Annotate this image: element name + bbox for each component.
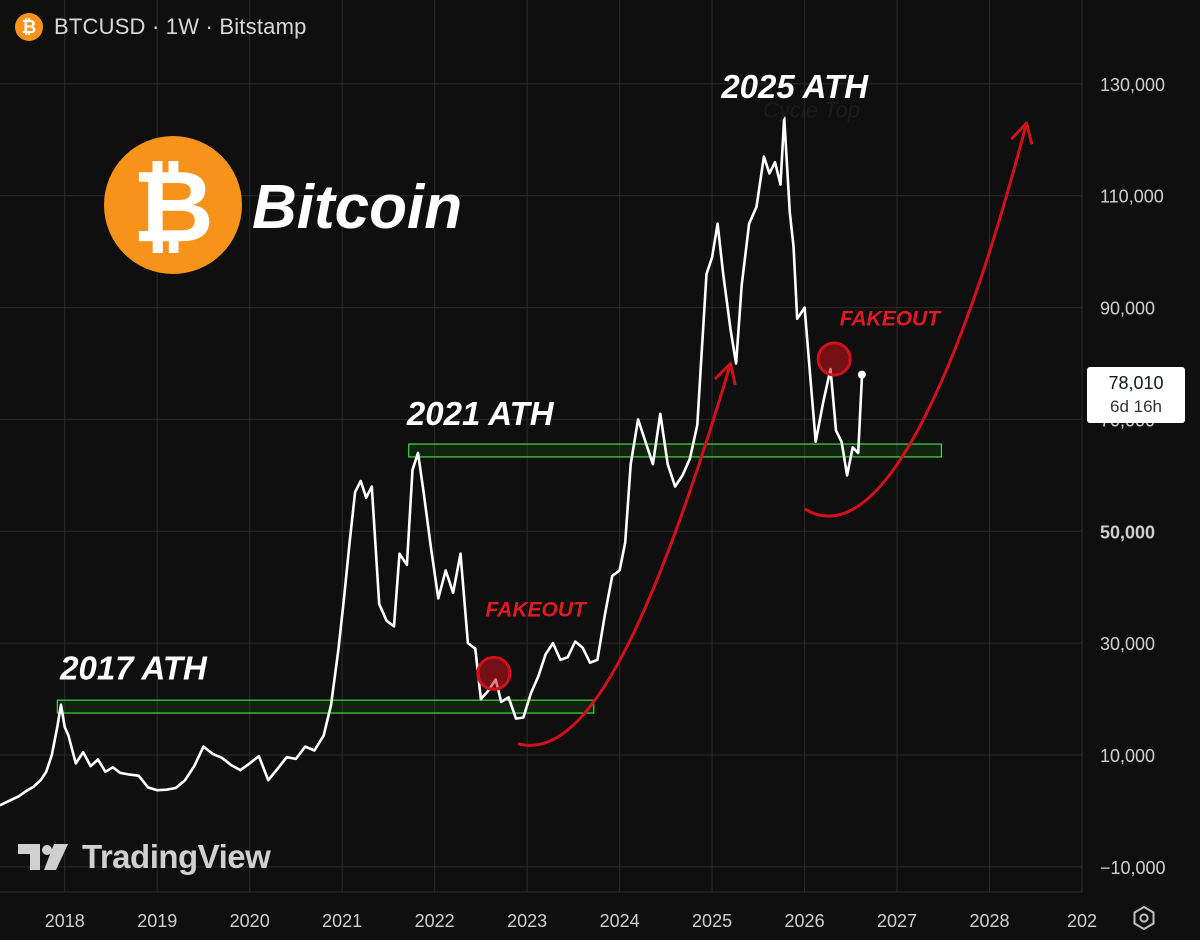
x-tick-label: 2026 (785, 911, 825, 931)
bitcoin-logo: ₿ Bitcoin (104, 136, 462, 274)
ath-label: 2021 ATH (406, 395, 555, 432)
bitcoin-logo-circle (104, 136, 242, 274)
ath-label: 2017 ATH (59, 649, 208, 686)
bitcoin-logo-text: Bitcoin (252, 173, 462, 242)
bitcoin-icon: ₿ (15, 13, 43, 41)
x-tick-label: 2027 (877, 911, 917, 931)
bitcoin-symbol-icon: ₿ (132, 151, 214, 263)
support-zones (56, 443, 943, 714)
projection-arrow (803, 122, 1028, 518)
y-tick-label: 50,000 (1100, 522, 1155, 542)
x-tick-label: 2025 (692, 911, 732, 931)
fakeout-label: FAKEOUT (840, 307, 943, 330)
ath-label: 2025 ATH (720, 68, 869, 105)
y-tick-label: 30,000 (1100, 634, 1155, 654)
y-tick-label: −10,000 (1100, 858, 1166, 878)
projection-arrow (517, 363, 733, 747)
fakeout-circle (476, 655, 512, 691)
x-tick-label: 2018 (45, 911, 85, 931)
x-tick-label: 2024 (600, 911, 640, 931)
projection-arrows (517, 121, 1034, 747)
arrowhead (713, 362, 737, 386)
y-tick-label: 130,000 (1100, 75, 1165, 95)
x-axis: 2018 2019 2020 2021 2022 2023 2024 2025 2026 2027… (45, 911, 1097, 931)
current-price-value: 78,010 (1108, 373, 1164, 393)
y-tick-label: 110,000 (1100, 187, 1164, 207)
bar-countdown: 6d 16h (1110, 397, 1162, 416)
x-tick-label: 2021 (322, 911, 362, 931)
grid (0, 0, 1083, 893)
svg-text:₿: ₿ (22, 17, 37, 37)
tradingview-logo-text: TradingView (82, 838, 271, 875)
current-price-label: 78,010 6d 16h (1087, 367, 1185, 423)
tradingview-logo[interactable]: TradingView (18, 838, 271, 876)
x-tick-label: 202 (1067, 911, 1097, 931)
price-series (0, 116, 866, 807)
arrowhead (1010, 121, 1034, 145)
tradingview-logo-icon (18, 844, 68, 870)
x-tick-label: 2023 (507, 911, 547, 931)
symbol-title[interactable]: BTCUSD · 1W · Bitstamp (54, 14, 307, 39)
support-zone (56, 699, 595, 714)
y-axis: 130,000110,00090,00070,00050,00030,00010… (1100, 75, 1166, 878)
chart-header: ₿ BTCUSD · 1W · Bitstamp (14, 11, 307, 43)
x-tick-label: 2020 (230, 911, 270, 931)
price-line (0, 116, 864, 807)
settings-icon[interactable] (1130, 904, 1158, 932)
fakeout-label: FAKEOUT (486, 598, 589, 621)
y-tick-label: 10,000 (1100, 746, 1155, 766)
cycle-top-label: Cycle Top (763, 97, 860, 122)
y-tick-label: 90,000 (1100, 299, 1155, 319)
x-tick-label: 2019 (137, 911, 177, 931)
last-price-dot (857, 370, 866, 379)
fakeout-circles (476, 341, 852, 691)
x-tick-label: 2022 (415, 911, 455, 931)
fakeout-circle (816, 341, 852, 377)
support-zone (408, 443, 943, 458)
x-tick-label: 2028 (969, 911, 1009, 931)
